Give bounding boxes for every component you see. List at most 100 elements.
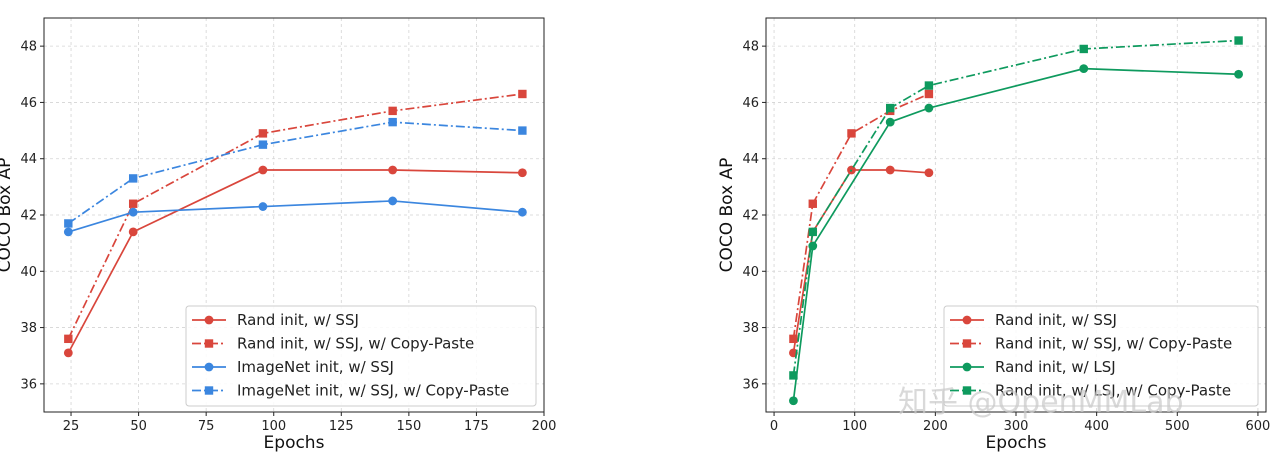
- x-tick-label: 25: [63, 419, 80, 434]
- y-tick-label: 44: [742, 152, 759, 167]
- data-point-square: [847, 129, 856, 138]
- data-point-circle: [789, 396, 798, 406]
- data-point-circle: [1234, 69, 1243, 79]
- x-axis-label: Epochs: [986, 433, 1047, 453]
- legend-swatch-square: [204, 386, 214, 395]
- legend: Rand init, w/ SSJ Rand init, w/ SSJ, w/ C…: [185, 305, 537, 407]
- data-point-square: [64, 334, 73, 344]
- x-tick-label: 100: [261, 419, 286, 434]
- x-tick-label: 400: [1084, 419, 1109, 434]
- right-chart: 0 100 200 300 400 500 600 36 38 40 42 44 46 48 Epochs C…: [717, 17, 1271, 453]
- legend-label: Rand init, w/ SSJ: [995, 311, 1117, 329]
- legend-swatch-square: [204, 339, 214, 348]
- data-point-square: [1234, 36, 1243, 45]
- data-point-square: [258, 140, 268, 149]
- y-tick-label: 42: [742, 209, 759, 224]
- data-point-square: [924, 89, 934, 99]
- data-point-square: [885, 103, 895, 113]
- data-point-square: [128, 174, 138, 183]
- legend-label: Rand init, w/ SSJ, w/ Copy-Paste: [237, 335, 474, 353]
- series-line: [67, 121, 523, 225]
- x-tick-label: 200: [923, 419, 948, 434]
- data-point-square: [789, 334, 798, 344]
- x-tick-label: 300: [1004, 419, 1029, 434]
- legend-label: Rand init, w/ SSJ: [237, 311, 359, 329]
- data-point-square: [64, 219, 73, 228]
- data-point-circle: [258, 165, 268, 175]
- legend-box: [185, 305, 537, 407]
- series-line: [67, 93, 523, 340]
- series-line: [792, 169, 929, 354]
- data-point-circle: [517, 207, 527, 217]
- y-tick-label: 46: [20, 96, 37, 111]
- x-tick-label: 175: [464, 419, 489, 434]
- legend-swatch-square: [962, 339, 972, 348]
- legend-label: Rand init, w/ LSJ, w/ Copy-Paste: [995, 382, 1231, 400]
- y-tick-label: 38: [20, 321, 37, 336]
- y-tick-label: 48: [20, 40, 37, 55]
- legend-label: Rand init, w/ LSJ: [995, 358, 1116, 376]
- data-point-square: [1079, 44, 1088, 54]
- left-chart: 25 50 75 100 125 150 175 200 36 38 40 42 44 46 48 Epoch…: [0, 17, 557, 453]
- x-tick-label: 125: [329, 419, 354, 434]
- x-tick-label: 500: [1165, 419, 1190, 434]
- x-tick-label: 150: [396, 419, 421, 434]
- y-tick-label: 40: [20, 265, 37, 280]
- data-point-square: [518, 126, 527, 135]
- data-point-circle: [1079, 64, 1089, 74]
- data-point-circle: [63, 227, 73, 237]
- data-point-square: [128, 199, 138, 208]
- legend-label: Rand init, w/ SSJ, w/ Copy-Paste: [995, 335, 1232, 353]
- legend-swatch-circle: [962, 362, 972, 372]
- legend-label: ImageNet init, w/ SSJ: [237, 358, 394, 376]
- data-point-circle: [885, 165, 895, 175]
- y-tick-label: 38: [742, 321, 759, 336]
- y-axis-label: COCO Box AP: [0, 158, 15, 273]
- data-point-square: [258, 129, 268, 138]
- data-point-circle: [924, 103, 934, 113]
- data-point-circle: [885, 117, 895, 127]
- data-point-circle: [128, 207, 138, 217]
- series-line: [792, 93, 930, 339]
- y-axis-label: COCO Box AP: [717, 158, 737, 273]
- data-point-circle: [63, 348, 73, 358]
- data-point-square: [808, 227, 817, 237]
- legend-label: ImageNet init, w/ SSJ, w/ Copy-Paste: [237, 382, 509, 400]
- plot-frame: [765, 17, 1267, 413]
- legend-box: [943, 305, 1259, 407]
- legend-swatch-circle: [204, 362, 214, 372]
- data-point-square: [518, 89, 527, 99]
- y-tick-label: 36: [742, 377, 759, 392]
- y-tick-label: 44: [20, 152, 37, 167]
- x-tick-label: 0: [770, 419, 778, 434]
- x-axis-label: Epochs: [264, 433, 325, 453]
- data-point-circle: [128, 227, 138, 237]
- data-point-square: [388, 106, 397, 116]
- legend-swatch-square: [962, 386, 972, 395]
- data-point-circle: [388, 165, 398, 175]
- watermark: 知乎 @OpenMMLab: [898, 385, 1184, 420]
- x-tick-label: 75: [198, 419, 215, 434]
- data-point-square: [808, 199, 817, 208]
- y-tick-label: 46: [742, 96, 759, 111]
- series-line: [792, 67, 1239, 401]
- data-point-circle: [924, 168, 934, 178]
- legend: Rand init, w/ SSJ Rand init, w/ SSJ, w/ C…: [943, 305, 1259, 407]
- legend-swatch-circle: [962, 315, 972, 325]
- x-tick-label: 50: [130, 419, 147, 434]
- data-point-square: [924, 81, 934, 90]
- x-tick-label: 100: [842, 419, 867, 434]
- x-tick-label: 600: [1246, 419, 1271, 434]
- data-point-circle: [517, 168, 527, 178]
- plot-frame: [43, 17, 545, 413]
- data-point-circle: [258, 202, 268, 211]
- series-line: [792, 39, 1239, 376]
- x-tick-label: 200: [532, 419, 557, 434]
- legend-swatch-circle: [204, 315, 214, 325]
- y-tick-label: 42: [20, 209, 37, 224]
- data-point-square: [388, 117, 397, 127]
- y-tick-label: 36: [20, 377, 37, 392]
- data-point-circle: [388, 196, 398, 206]
- data-point-square: [789, 371, 798, 380]
